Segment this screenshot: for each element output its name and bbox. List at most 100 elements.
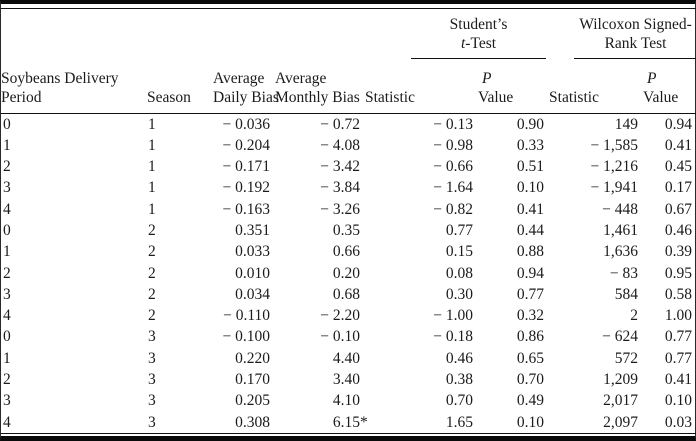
cell-t_statistic: 0.15 xyxy=(445,243,473,261)
cell-w_p_value: 0.45 xyxy=(664,158,693,176)
cell-t_p_value: 0.65 xyxy=(516,349,545,367)
table-row: 4 1 − 0.163 − 3.26 − 0.82 0.41 − 448 0.67 xyxy=(1,199,696,220)
cell-avg_monthly_bias: − 0.10 xyxy=(320,328,360,346)
cell-season: 1 xyxy=(148,200,156,218)
cell-w_p_value: 0.10 xyxy=(664,392,693,410)
cell-w_statistic: − 1,941 xyxy=(590,179,639,197)
header-line: Daily Bias xyxy=(213,88,279,106)
cell-avg_daily_bias: − 0.036 xyxy=(222,115,271,133)
cell-w_p_value: 0.41 xyxy=(664,371,693,389)
spanner-row: Student’s t-Test Wilcoxon Signed- Rank T… xyxy=(1,8,696,59)
cell-season: 1 xyxy=(148,158,156,176)
table-row: 1 1 − 0.204 − 4.08 − 0.98 0.33 − 1,585 0.41 xyxy=(1,135,696,156)
cell-season: 3 xyxy=(148,349,156,367)
cell-w_statistic: − 1,216 xyxy=(590,158,639,176)
cell-avg_daily_bias: 0.010 xyxy=(235,264,270,282)
cell-t_p_value: 0.10 xyxy=(516,413,545,431)
cell-t_p_value: 0.90 xyxy=(516,115,545,133)
table-row: 0 3 − 0.100 − 0.10 − 0.18 0.86 − 624 0.77 xyxy=(1,326,696,347)
table-row: 1 3 0.220 4.40 0.46 0.65 572 0.77 xyxy=(1,348,696,369)
cell-t_p_value: 0.44 xyxy=(516,221,545,239)
cell-w_statistic: − 624 xyxy=(602,328,639,346)
cell-delivery_period: 0 xyxy=(3,221,11,239)
cell-delivery_period: 3 xyxy=(3,179,11,197)
table-row: 4 2 − 0.110 − 2.20 − 1.00 0.32 2 1.00 xyxy=(1,305,696,326)
header-line: Soybeans Delivery xyxy=(1,69,119,87)
cell-t_statistic: − 0.18 xyxy=(433,328,473,346)
cell-avg_daily_bias: − 0.204 xyxy=(222,136,271,154)
cell-season: 2 xyxy=(148,264,156,282)
cell-delivery_period: 3 xyxy=(3,285,11,303)
cell-w_p_value: 0.03 xyxy=(664,413,693,431)
table-row: 2 3 0.170 3.40 0.38 0.70 1,209 0.41 xyxy=(1,369,696,390)
cell-delivery_period: 1 xyxy=(3,243,11,261)
cell-avg_monthly_bias: 6.15* xyxy=(332,413,368,431)
cell-avg_daily_bias: 0.205 xyxy=(235,392,270,410)
spanner-label-line1: Student’s xyxy=(449,15,508,33)
cell-delivery_period: 0 xyxy=(3,328,11,346)
header-line-p: P xyxy=(482,69,492,87)
cell-w_p_value: 0.94 xyxy=(664,115,693,133)
cell-avg_daily_bias: − 0.100 xyxy=(222,328,271,346)
table-row: 3 1 − 0.192 − 3.84 − 1.64 0.10 − 1,941 0.17 xyxy=(1,177,696,198)
cell-delivery_period: 1 xyxy=(3,136,11,154)
table-row: 2 1 − 0.171 − 3.42 − 0.66 0.51 − 1,216 0.45 xyxy=(1,156,696,177)
spanner-spacer xyxy=(1,8,365,59)
table-row: 0 2 0.351 0.35 0.77 0.44 1,461 0.46 xyxy=(1,220,696,241)
cell-t_statistic: 0.38 xyxy=(445,371,473,389)
cell-avg_daily_bias: 0.351 xyxy=(235,221,270,239)
cell-t_statistic: 0.77 xyxy=(445,221,473,239)
cell-t_statistic: 1.65 xyxy=(445,413,473,431)
col-header-w-statistic: Statistic xyxy=(549,58,644,114)
cell-w_statistic: 2,017 xyxy=(603,392,639,410)
cell-w_statistic: − 448 xyxy=(602,200,639,218)
cell-t_statistic: 0.70 xyxy=(445,392,473,410)
cell-season: 3 xyxy=(148,413,156,431)
spanner-students-t-test-block: Student’s t-Test xyxy=(411,15,547,59)
cell-w_statistic: 1,461 xyxy=(603,221,639,239)
cell-w_statistic: 584 xyxy=(614,285,639,303)
cell-t_p_value: 0.86 xyxy=(516,328,545,346)
cell-w_statistic: 1,209 xyxy=(603,371,639,389)
cell-w_p_value: 0.77 xyxy=(664,349,693,367)
cell-delivery_period: 2 xyxy=(3,158,11,176)
cell-t_statistic: − 0.66 xyxy=(433,158,473,176)
cell-t_p_value: 0.51 xyxy=(516,158,545,176)
spanner-wilcoxon-test-block: Wilcoxon Signed- Rank Test xyxy=(574,15,696,59)
col-header-w-p-value: P Value xyxy=(643,58,696,114)
spanner-label-line2: Rank Test xyxy=(604,34,667,52)
header-line: Value xyxy=(478,88,514,106)
header-line: Season xyxy=(147,88,191,106)
table-row: 2 2 0.010 0.20 0.08 0.94 − 83 0.95 xyxy=(1,263,696,284)
cell-w_statistic: 2,097 xyxy=(603,413,639,431)
cell-avg_monthly_bias: 0.20 xyxy=(332,264,360,282)
cell-t_p_value: 0.49 xyxy=(516,392,545,410)
table-row: 4 3 0.308 6.15* 1.65 0.10 2,097 0.03 xyxy=(1,412,696,434)
cell-avg_monthly_bias: − 4.08 xyxy=(320,136,360,154)
col-header-avg-daily-bias: Average Daily Bias xyxy=(213,58,279,114)
spanner-label-line1: Wilcoxon Signed- xyxy=(579,15,692,33)
cell-t_p_value: 0.10 xyxy=(516,179,545,197)
t-test-rest: -Test xyxy=(465,34,497,52)
cell-season: 2 xyxy=(148,307,156,325)
cell-t_p_value: 0.88 xyxy=(516,243,545,261)
cell-t_statistic: − 0.82 xyxy=(433,200,473,218)
col-header-t-statistic: Statistic xyxy=(365,58,478,114)
cell-w_statistic: 572 xyxy=(614,349,639,367)
cell-t_p_value: 0.32 xyxy=(516,307,545,325)
cell-delivery_period: 2 xyxy=(3,371,11,389)
cell-avg_daily_bias: 0.033 xyxy=(235,243,270,261)
t-italic: t xyxy=(460,34,466,52)
cell-season: 2 xyxy=(148,243,156,261)
cell-avg_daily_bias: − 0.171 xyxy=(222,158,271,176)
cell-avg_monthly_bias: 4.40 xyxy=(332,349,360,367)
cell-avg_daily_bias: − 0.163 xyxy=(222,200,271,218)
cell-avg_monthly_bias: − 3.26 xyxy=(320,200,360,218)
cell-delivery_period: 1 xyxy=(3,349,11,367)
table-header: Student’s t-Test Wilcoxon Signed- Rank T… xyxy=(1,8,696,114)
cell-avg_daily_bias: − 0.110 xyxy=(223,307,270,325)
cell-avg_daily_bias: 0.308 xyxy=(235,413,270,431)
cell-t_p_value: 0.94 xyxy=(516,264,545,282)
cell-w_p_value: 0.58 xyxy=(664,285,693,303)
cell-t_statistic: − 0.98 xyxy=(433,136,473,154)
